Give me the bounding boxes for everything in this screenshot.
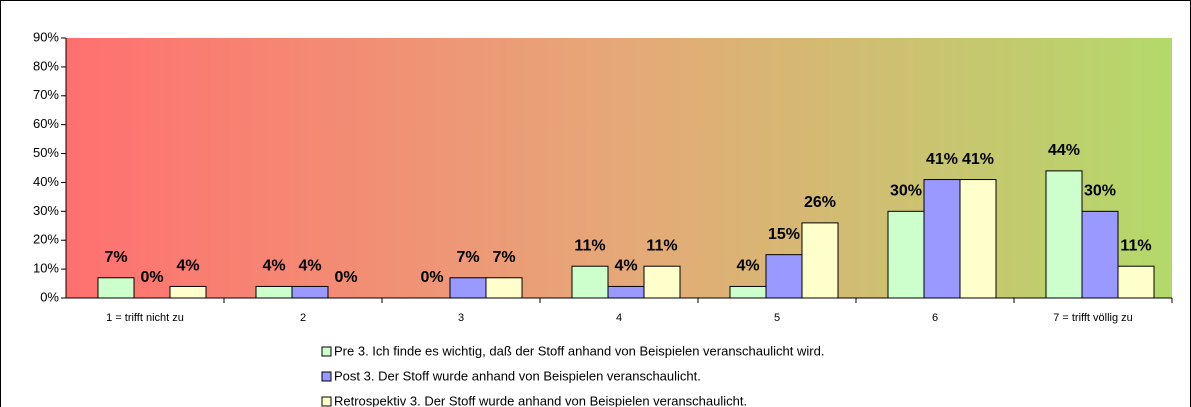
value-label: 11% (646, 237, 677, 254)
bar (643, 265, 681, 299)
value-label: 4% (614, 258, 637, 275)
x-tick-label: 7 = trifft völlig zu (1053, 312, 1133, 324)
x-tick-label: 4 (616, 312, 622, 324)
legend-label: Pre 3. Ich finde es wichtig, daß der Sto… (334, 343, 824, 358)
x-tick-label: 5 (774, 312, 780, 324)
x-tick-label: 6 (932, 312, 938, 324)
value-label: 41% (926, 151, 958, 168)
value-label: 30% (890, 183, 922, 200)
y-tick-label: 30% (33, 203, 59, 218)
bar (765, 254, 803, 299)
legend-swatch (321, 396, 332, 407)
bar (169, 285, 207, 299)
value-label: 7% (456, 249, 479, 266)
bar (729, 285, 767, 299)
value-label: 7% (492, 249, 515, 266)
y-tick-label: 40% (33, 174, 59, 189)
bar (923, 179, 961, 299)
legend-swatch (321, 346, 332, 357)
value-label: 4% (298, 258, 321, 275)
bar (255, 285, 293, 299)
value-label: 41% (962, 151, 994, 168)
y-tick-label: 80% (33, 58, 59, 73)
bar (1045, 170, 1083, 299)
legend-swatch (321, 371, 332, 382)
bar (959, 179, 997, 299)
legend-label: Retrospektiv 3. Der Stoff wurde anhand v… (334, 393, 747, 407)
value-label: 7% (104, 249, 127, 266)
value-label: 30% (1084, 183, 1116, 200)
bar (571, 265, 609, 299)
y-tick-label: 90% (33, 29, 59, 44)
value-label: 4% (176, 258, 199, 275)
x-tick-label: 3 (458, 312, 464, 324)
value-label: 26% (804, 194, 836, 211)
value-label: 0% (334, 269, 357, 286)
y-tick-label: 10% (33, 261, 59, 276)
x-tick-label: 2 (300, 312, 306, 324)
value-label: 11% (574, 237, 605, 254)
bar (97, 277, 135, 299)
y-tick-label: 50% (33, 145, 59, 160)
bar (485, 277, 523, 299)
bar (291, 285, 329, 299)
y-tick-label: 20% (33, 232, 59, 247)
value-label: 0% (140, 269, 163, 286)
value-label: 15% (768, 226, 800, 243)
bar (449, 277, 487, 299)
value-label: 4% (736, 258, 759, 275)
bar (801, 222, 839, 299)
legend-label: Post 3. Der Stoff wurde anhand von Beisp… (334, 368, 701, 383)
value-label: 44% (1048, 142, 1080, 159)
value-label: 4% (262, 258, 285, 275)
bar (607, 285, 645, 299)
value-label: 0% (420, 269, 443, 286)
x-tick-label: 1 = trifft nicht zu (106, 312, 184, 324)
value-label: 11% (1120, 237, 1151, 254)
bar (1117, 265, 1155, 299)
y-tick-label: 70% (33, 87, 59, 102)
bar (887, 210, 925, 299)
y-tick-label: 0% (40, 289, 59, 304)
bar (1081, 210, 1119, 299)
y-tick-label: 60% (33, 116, 59, 131)
